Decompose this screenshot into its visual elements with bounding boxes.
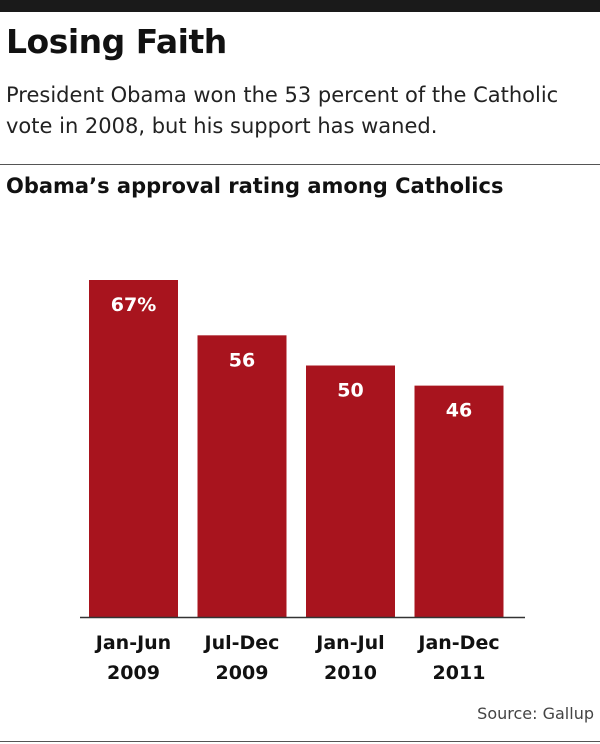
category-label: 2009 [107, 662, 160, 684]
bar [414, 385, 504, 617]
bar [89, 280, 178, 617]
bar-value-label: 67% [111, 294, 156, 316]
bar-value-label: 56 [229, 349, 255, 371]
category-label: 2009 [216, 662, 269, 684]
headline: Losing Faith [6, 22, 227, 61]
category-label: Jan-Dec [416, 632, 499, 654]
bar-value-label: 50 [337, 380, 363, 402]
chart-title: Obama’s approval rating among Catholics [6, 174, 504, 198]
bar-value-label: 46 [446, 400, 472, 422]
bar-chart: 67% Jan-Jun 2009 56 Jul-Dec 2009 50 Jan-Jul 2010… [80, 280, 525, 684]
category-label: 2010 [324, 662, 377, 684]
category-label: 2011 [433, 662, 486, 684]
bottom-rule [0, 741, 600, 742]
subhead: President Obama won the 53 percent of th… [6, 83, 559, 138]
category-label: Jan-Jun [94, 632, 171, 654]
divider [0, 164, 600, 165]
category-label: Jan-Jul [314, 632, 384, 654]
bar [306, 365, 395, 617]
bar [197, 335, 287, 617]
top-rule [0, 0, 600, 12]
source-credit: Source: Gallup [477, 704, 594, 723]
category-label: Jul-Dec [203, 632, 280, 654]
